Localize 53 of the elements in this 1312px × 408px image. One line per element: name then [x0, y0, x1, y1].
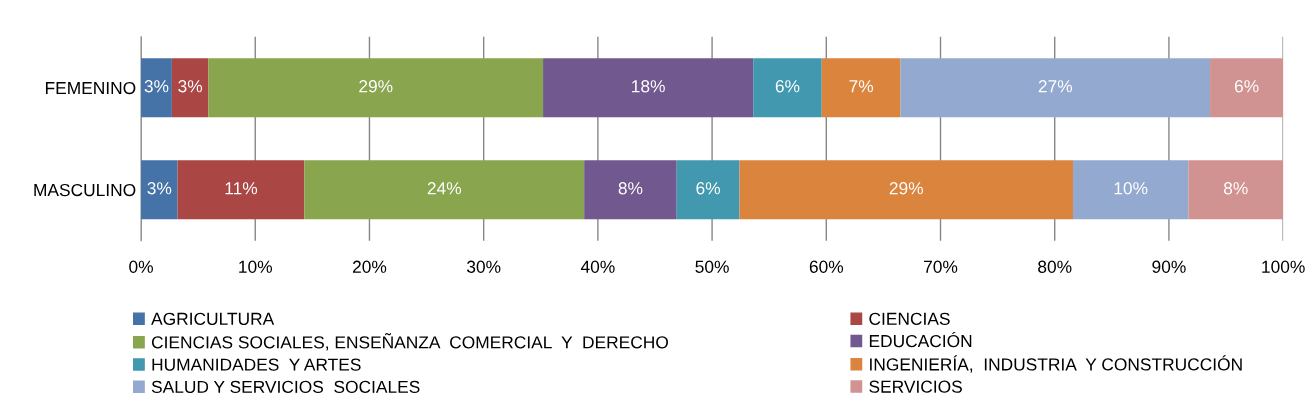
- data-label: 3%: [147, 182, 172, 195]
- data-label: 29%: [359, 80, 393, 93]
- y-tick-label: FEMENINO: [45, 81, 136, 95]
- y-tick-label: MASCULINO: [34, 183, 136, 197]
- bar: [739, 160, 1073, 220]
- legend-label: SERVICIOS: [869, 380, 962, 393]
- bar: [171, 58, 209, 118]
- bar: [1188, 160, 1284, 220]
- legend-label: HUMANIDADES Y ARTES: [152, 358, 361, 371]
- bar: [1072, 160, 1189, 220]
- data-label: 8%: [1223, 182, 1248, 195]
- data-label: 6%: [775, 80, 800, 93]
- bar: [1210, 58, 1284, 118]
- data-label: 29%: [889, 182, 923, 195]
- legend-label: AGRICULTURA: [151, 312, 275, 325]
- x-tick-label: 40%: [580, 260, 615, 273]
- legend-label: CIENCIAS SOCIALES, ENSEÑANZA COMERCIAL Y DERECHO: [151, 333, 668, 351]
- x-tick-label: 20%: [352, 260, 387, 273]
- bar: [584, 160, 677, 220]
- x-tick-label: 100%: [1262, 260, 1305, 273]
- data-label: 3%: [178, 80, 203, 93]
- legend-label: CIENCIAS: [869, 312, 950, 325]
- data-label: 7%: [849, 80, 874, 93]
- legend-label: EDUCACIÓN: [869, 332, 972, 348]
- bar: [141, 160, 178, 220]
- bar: [304, 160, 585, 220]
- data-label: 3%: [144, 80, 169, 93]
- bar: [141, 58, 172, 118]
- data-label: 6%: [696, 182, 721, 195]
- x-tick-label: 50%: [695, 260, 729, 273]
- x-tick-label: 30%: [466, 260, 501, 273]
- x-tick-label: 60%: [809, 260, 844, 273]
- data-label: 11%: [225, 182, 258, 195]
- data-label: 18%: [632, 80, 665, 93]
- data-label: 10%: [1114, 182, 1148, 195]
- legend-label: INGENIERÍA, INDUSTRIA Y CONSTRUCCIÓN: [870, 355, 1242, 373]
- data-label: 24%: [427, 182, 462, 195]
- legend-label: SALUD Y SERVICIOS SOCIALES: [151, 380, 420, 394]
- bar: [543, 58, 754, 118]
- data-label: 27%: [1038, 80, 1073, 93]
- x-tick-label: 80%: [1038, 260, 1072, 273]
- x-tick-label: 0%: [129, 260, 153, 273]
- bar: [753, 58, 822, 118]
- bar: [821, 58, 901, 118]
- bar: [208, 58, 544, 118]
- x-tick-label: 10%: [239, 260, 273, 273]
- x-tick-label: 70%: [924, 260, 958, 273]
- x-tick-label: 90%: [1152, 260, 1186, 273]
- bar: [177, 160, 305, 220]
- bar: [900, 58, 1211, 118]
- data-label: 8%: [618, 182, 643, 195]
- data-label: 6%: [1234, 80, 1259, 93]
- bar: [676, 160, 740, 220]
